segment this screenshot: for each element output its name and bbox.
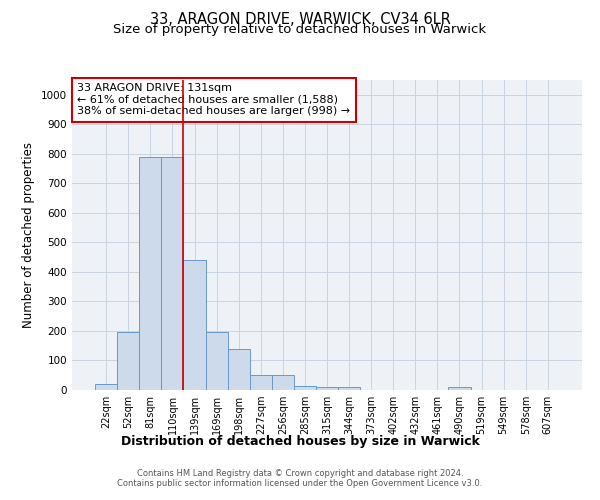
Bar [250,375,272,390]
Bar [206,332,227,390]
Text: Contains HM Land Registry data © Crown copyright and database right 2024.: Contains HM Land Registry data © Crown c… [137,468,463,477]
Bar [316,387,338,390]
Text: 33 ARAGON DRIVE: 131sqm
← 61% of detached houses are smaller (1,588)
38% of semi: 33 ARAGON DRIVE: 131sqm ← 61% of detache… [77,83,350,116]
Text: Contains public sector information licensed under the Open Government Licence v3: Contains public sector information licen… [118,478,482,488]
Bar [184,260,206,390]
Bar [139,157,161,390]
Text: Size of property relative to detached houses in Warwick: Size of property relative to detached ho… [113,22,487,36]
Bar [161,157,184,390]
Bar [272,375,294,390]
Bar [117,332,139,390]
Bar [227,348,250,390]
Bar [294,386,316,390]
Bar [338,387,360,390]
Bar [95,384,117,390]
Y-axis label: Number of detached properties: Number of detached properties [22,142,35,328]
Bar [448,387,470,390]
Text: 33, ARAGON DRIVE, WARWICK, CV34 6LR: 33, ARAGON DRIVE, WARWICK, CV34 6LR [149,12,451,28]
Text: Distribution of detached houses by size in Warwick: Distribution of detached houses by size … [121,435,479,448]
